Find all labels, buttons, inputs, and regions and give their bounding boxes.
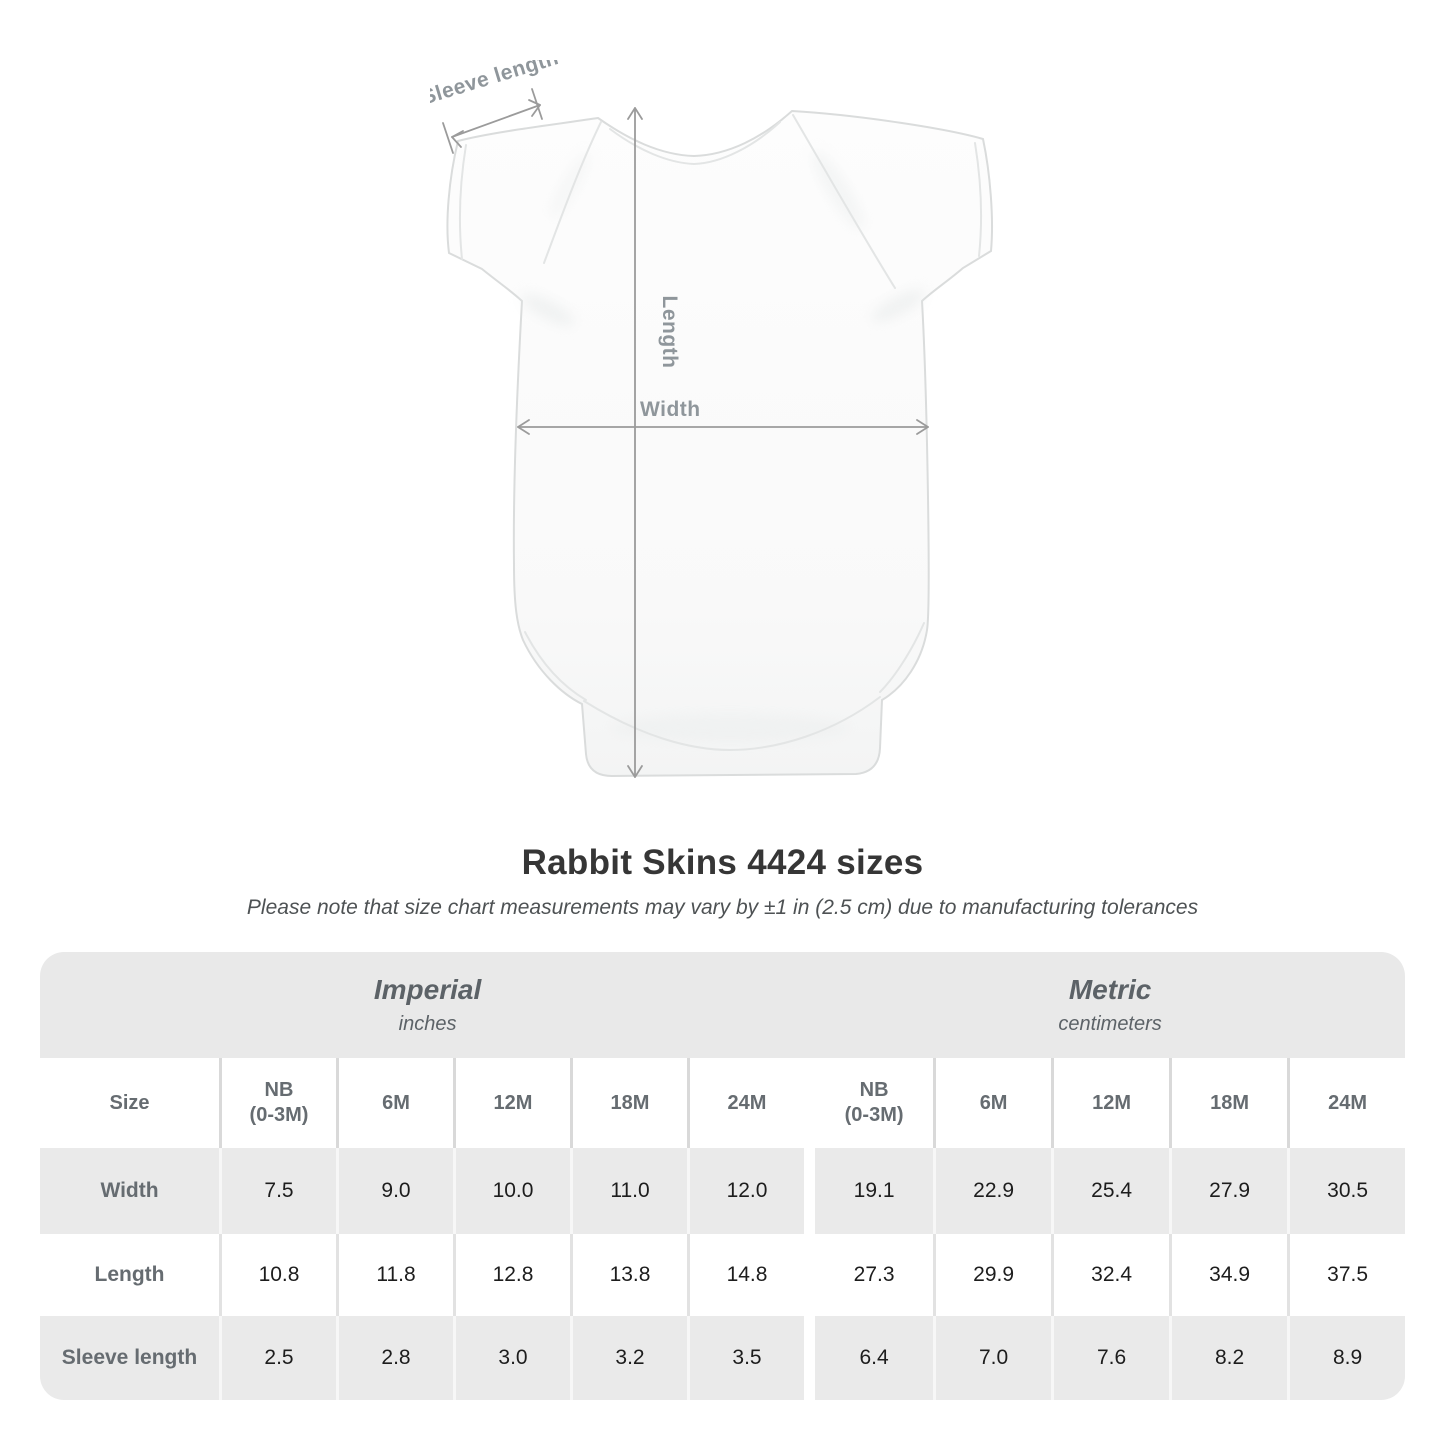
value-cell: 2.8 — [336, 1316, 453, 1400]
row-label-width: Width — [40, 1148, 219, 1234]
left-sleeve-hem — [458, 144, 467, 260]
table-row-sleeve-length: Sleeve length 2.5 2.8 3.0 3.2 3.5 6.4 7.… — [40, 1316, 1405, 1400]
tolerance-note: Please note that size chart measurements… — [246, 896, 1199, 919]
col-header-6m-metric: 6M — [933, 1058, 1052, 1148]
right-leg-binding — [879, 622, 925, 693]
right-lap-shoulder-line — [792, 114, 896, 289]
bodysuit-diagram: Sleeve length Length Width — [430, 60, 993, 778]
value-cell: 13.8 — [570, 1234, 687, 1316]
value-cell: 11.8 — [336, 1234, 453, 1316]
imperial-unit: inches — [398, 1013, 457, 1035]
value-cell: 10.8 — [219, 1234, 336, 1316]
col-header-24m: 24M — [687, 1058, 804, 1148]
value-cell: 3.0 — [453, 1316, 570, 1400]
right-sleeve-hem — [974, 142, 983, 257]
width-dimension: Width — [517, 398, 929, 435]
length-dimension: Length — [627, 107, 681, 778]
value-cell: 14.8 — [687, 1234, 804, 1316]
bodysuit-silhouette — [446, 109, 993, 778]
value-cell: 6.4 — [815, 1316, 934, 1400]
table-row-width: Width 7.5 9.0 10.0 11.0 12.0 19.1 22.9 2… — [40, 1148, 1405, 1234]
left-lap-shoulder-line — [543, 121, 602, 264]
metric-unit: centimeters — [1058, 1013, 1162, 1035]
sleeve-arrow — [451, 104, 541, 138]
section-header-row: Imperial inches Metric centimeters — [40, 952, 1405, 1058]
value-cell: 30.5 — [1287, 1148, 1405, 1234]
value-cell: 34.9 — [1169, 1234, 1288, 1316]
sizes-table: Imperial inches Metric centimeters Size … — [40, 952, 1405, 1400]
value-cell: 32.4 — [1051, 1234, 1170, 1316]
table-row-length: Length 10.8 11.8 12.8 13.8 14.8 27.3 29.… — [40, 1234, 1405, 1316]
value-cell: 7.6 — [1051, 1316, 1170, 1400]
value-cell: 22.9 — [933, 1148, 1052, 1234]
value-cell: 8.2 — [1169, 1316, 1288, 1400]
value-cell: 10.0 — [453, 1148, 570, 1234]
value-cell: 8.9 — [1287, 1316, 1405, 1400]
value-cell: 12.0 — [687, 1148, 804, 1234]
value-cell: 29.9 — [933, 1234, 1052, 1316]
value-cell: 3.5 — [687, 1316, 804, 1400]
value-cell: 12.8 — [453, 1234, 570, 1316]
col-header-24m-metric: 24M — [1287, 1058, 1405, 1148]
imperial-section-header: Imperial inches — [40, 952, 816, 1058]
left-leg-binding — [524, 631, 587, 701]
row-label-sleeve-length: Sleeve length — [40, 1316, 219, 1400]
section-gap — [804, 1316, 816, 1400]
col-header-18m-metric: 18M — [1169, 1058, 1288, 1148]
col-header-18m: 18M — [570, 1058, 687, 1148]
col-header-12m: 12M — [453, 1058, 570, 1148]
col-header-nb-metric: NB (0-3M) — [815, 1058, 934, 1148]
value-cell: 2.5 — [219, 1316, 336, 1400]
page-title: Rabbit Skins 4424 sizes — [521, 843, 924, 882]
value-cell: 27.9 — [1169, 1148, 1288, 1234]
value-cell: 7.5 — [219, 1148, 336, 1234]
size-column-header: Size — [40, 1058, 219, 1148]
value-cell: 19.1 — [815, 1148, 934, 1234]
value-cell: 37.5 — [1287, 1234, 1405, 1316]
section-gap — [804, 1058, 816, 1148]
column-header-row: Size NB (0-3M) 6M 12M 18M 24M NB (0-3M) 6M… — [40, 1058, 1405, 1148]
value-cell: 7.0 — [933, 1316, 1052, 1400]
value-cell: 25.4 — [1051, 1148, 1170, 1234]
crotch-flap-edge — [583, 696, 881, 752]
value-cell: 3.2 — [570, 1316, 687, 1400]
col-header-nb: NB (0-3M) — [219, 1058, 336, 1148]
size-chart-table: Imperial inches Metric centimeters Size … — [40, 952, 1405, 1400]
value-cell: 9.0 — [336, 1148, 453, 1234]
width-label: Width — [640, 398, 701, 421]
sleeve-length-label: Sleeve length — [430, 60, 561, 110]
section-gap — [804, 1234, 816, 1316]
col-header-12m-metric: 12M — [1051, 1058, 1170, 1148]
col-header-6m: 6M — [336, 1058, 453, 1148]
row-label-length: Length — [40, 1234, 219, 1316]
value-cell: 27.3 — [815, 1234, 934, 1316]
metric-section-header: Metric centimeters — [815, 952, 1405, 1058]
metric-label: Metric — [1068, 974, 1152, 1005]
imperial-label: Imperial — [373, 974, 482, 1005]
section-gap — [804, 1148, 816, 1234]
value-cell: 11.0 — [570, 1148, 687, 1234]
length-label: Length — [658, 296, 681, 369]
